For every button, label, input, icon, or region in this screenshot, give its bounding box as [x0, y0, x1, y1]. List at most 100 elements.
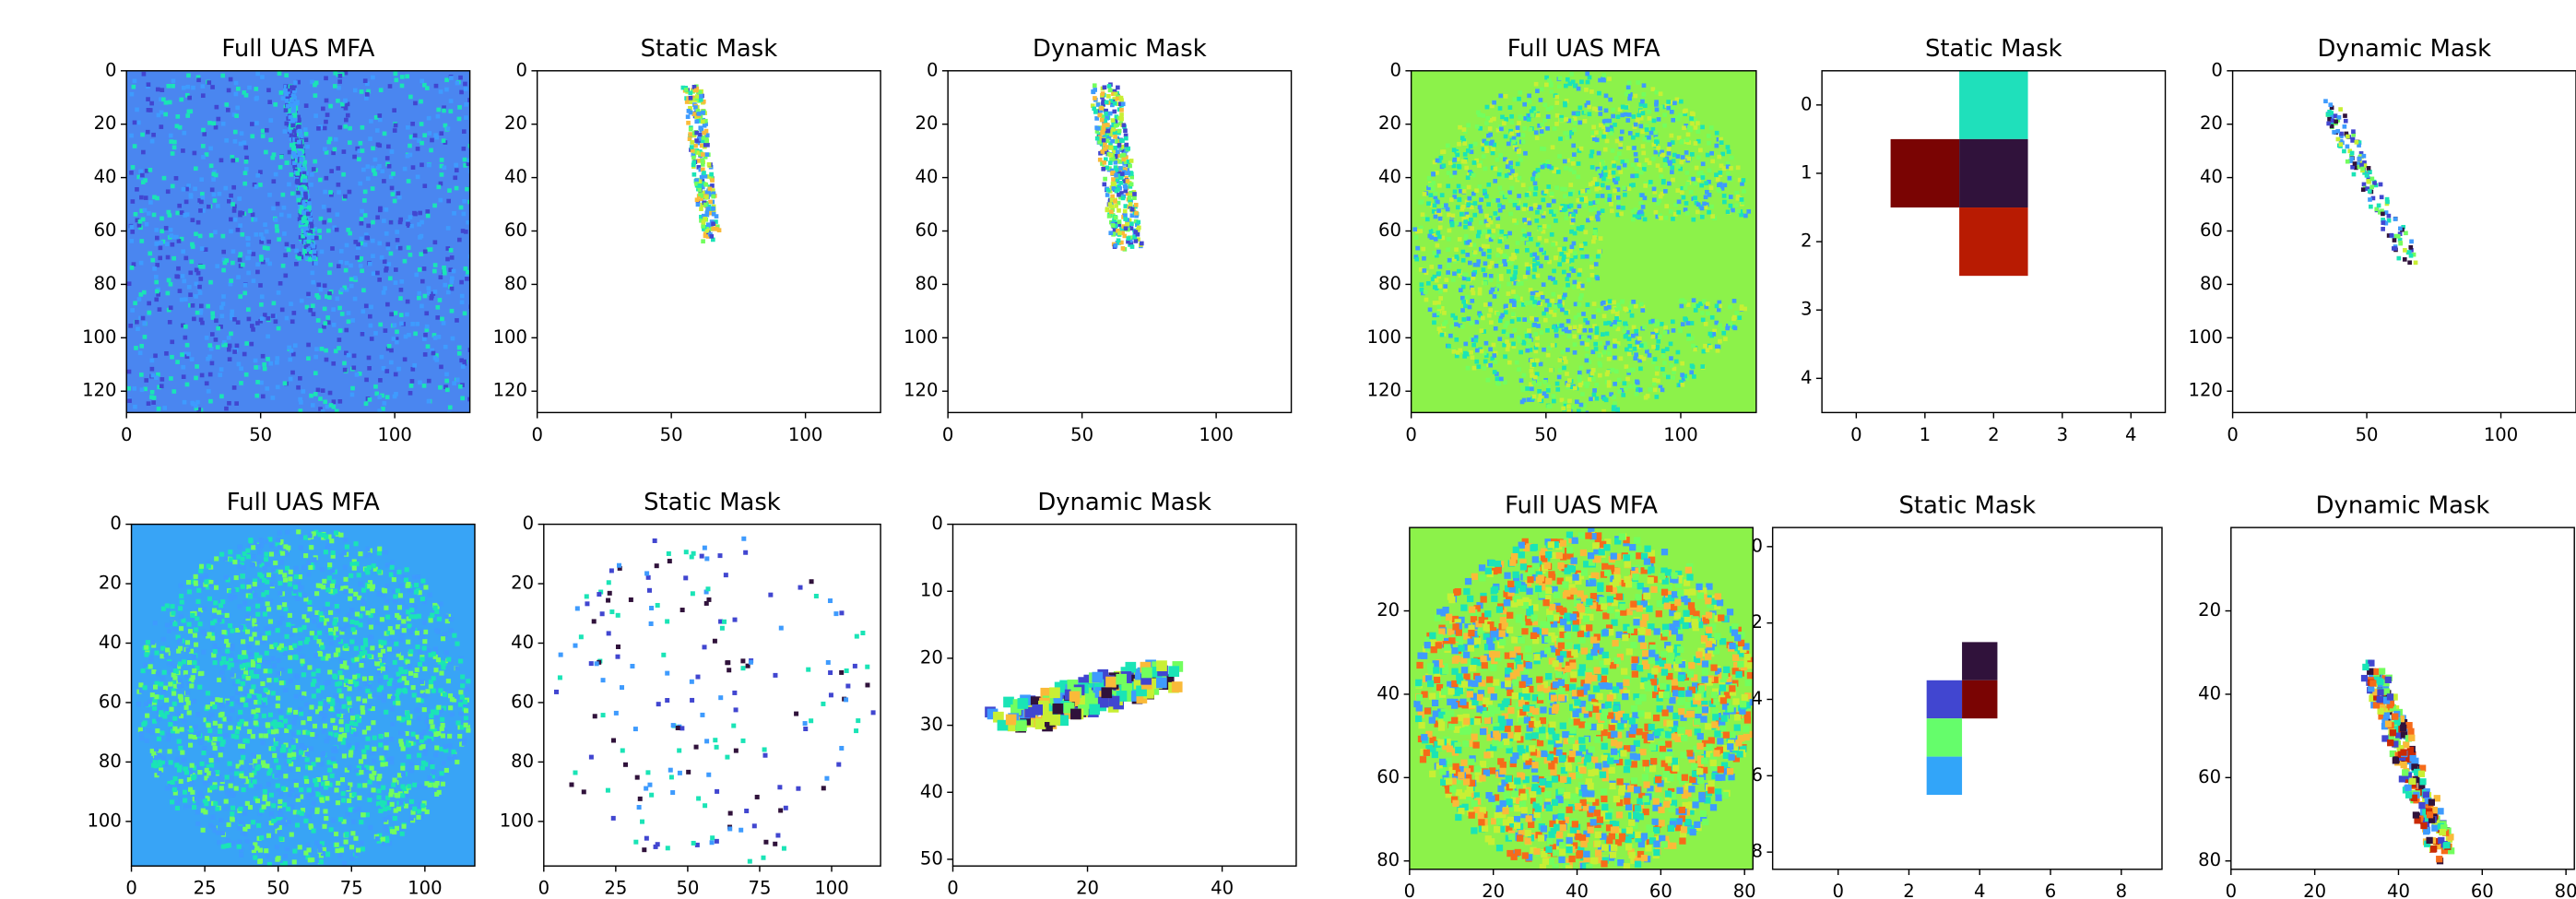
pixel	[408, 95, 413, 100]
pixel	[407, 333, 411, 337]
pixel	[314, 293, 319, 298]
pixel	[168, 101, 172, 105]
pixel	[1680, 373, 1684, 377]
pixel	[244, 160, 249, 164]
pixel	[337, 79, 342, 84]
pixel	[1585, 384, 1589, 389]
pixel	[1119, 181, 1124, 185]
pixel	[325, 176, 329, 181]
pixel	[1701, 161, 1706, 166]
pixel	[1532, 395, 1537, 399]
pixel	[1634, 152, 1638, 157]
pixel	[1466, 366, 1471, 371]
pixel	[1564, 216, 1568, 220]
pixel	[205, 336, 209, 340]
pixel	[187, 110, 192, 114]
pixel	[1429, 230, 1434, 234]
pixel	[406, 300, 410, 304]
pixel	[1489, 320, 1494, 325]
pixel	[460, 294, 465, 299]
pixel	[273, 102, 278, 107]
pixel	[1523, 275, 1528, 279]
pixel	[1545, 328, 1550, 333]
pixel	[1537, 206, 1542, 210]
pixel	[1562, 254, 1566, 259]
pixel	[1666, 375, 1671, 380]
pixel	[1488, 347, 1493, 351]
pixel	[281, 193, 286, 197]
pixel	[243, 721, 248, 726]
pixel	[1736, 209, 1741, 214]
pixel	[261, 395, 266, 399]
pixel	[2337, 115, 2342, 120]
pixel	[283, 274, 288, 278]
pixel	[1717, 155, 1721, 160]
pixel	[1660, 322, 1664, 326]
pixel	[410, 122, 415, 126]
pixel	[1483, 281, 1487, 286]
pixel	[427, 131, 431, 136]
pixel	[227, 199, 231, 204]
pixel	[1605, 332, 1610, 337]
pixel	[1533, 182, 1538, 186]
pixel	[243, 146, 248, 150]
pixel	[369, 324, 373, 328]
pixel	[418, 235, 422, 240]
pixel	[1644, 346, 1648, 350]
pixel	[445, 257, 450, 262]
pixel	[345, 243, 349, 248]
pixel	[348, 126, 352, 131]
pixel	[1114, 216, 1118, 220]
pixel	[1460, 308, 1465, 313]
pixel	[1435, 278, 1439, 283]
pixel	[1631, 300, 1636, 304]
pixel	[155, 196, 160, 201]
pixel	[147, 401, 151, 406]
pixel	[382, 219, 386, 223]
pixel	[1431, 181, 1436, 185]
pixel	[1546, 388, 1551, 393]
pixel	[284, 92, 289, 97]
y-tick-label: 20	[2200, 112, 2223, 134]
pixel	[220, 74, 225, 78]
pixel	[1648, 180, 1653, 184]
pixel	[1104, 112, 1108, 116]
pixel	[1566, 283, 1570, 288]
pixel	[1655, 372, 1660, 376]
pixel	[1552, 399, 1556, 404]
pixel	[1620, 300, 1625, 304]
pixel	[1459, 212, 1464, 217]
pixel	[364, 96, 369, 101]
pixel	[1653, 388, 1658, 393]
pixel	[1634, 329, 1638, 334]
pixel	[1663, 189, 1668, 194]
pixel	[1468, 305, 1472, 310]
pixel	[1487, 230, 1492, 234]
pixel	[403, 357, 408, 361]
pixel	[366, 176, 371, 181]
pixel	[238, 223, 242, 228]
pixel	[1117, 219, 1122, 224]
pixel	[348, 686, 352, 691]
pixel	[1591, 181, 1596, 185]
pixel	[369, 119, 373, 124]
pixel	[170, 339, 174, 344]
subplot-title: Full UAS MFA	[1507, 35, 1660, 63]
pixel	[1447, 213, 1451, 218]
pixel	[171, 389, 176, 394]
pixel	[433, 646, 438, 651]
pixel	[258, 283, 263, 288]
pixel	[155, 290, 160, 294]
pixel	[145, 222, 149, 227]
pixel	[1461, 205, 1466, 209]
pixel	[283, 607, 288, 611]
pixel	[1631, 136, 1636, 140]
pixel	[318, 178, 323, 183]
pixel	[1613, 320, 1618, 325]
pixel	[1590, 273, 1595, 278]
pixel	[183, 336, 187, 340]
x-tick-label: 0	[2227, 424, 2238, 445]
pixel	[294, 249, 299, 254]
y-tick-label: 120	[493, 380, 527, 401]
pixel	[403, 259, 408, 264]
